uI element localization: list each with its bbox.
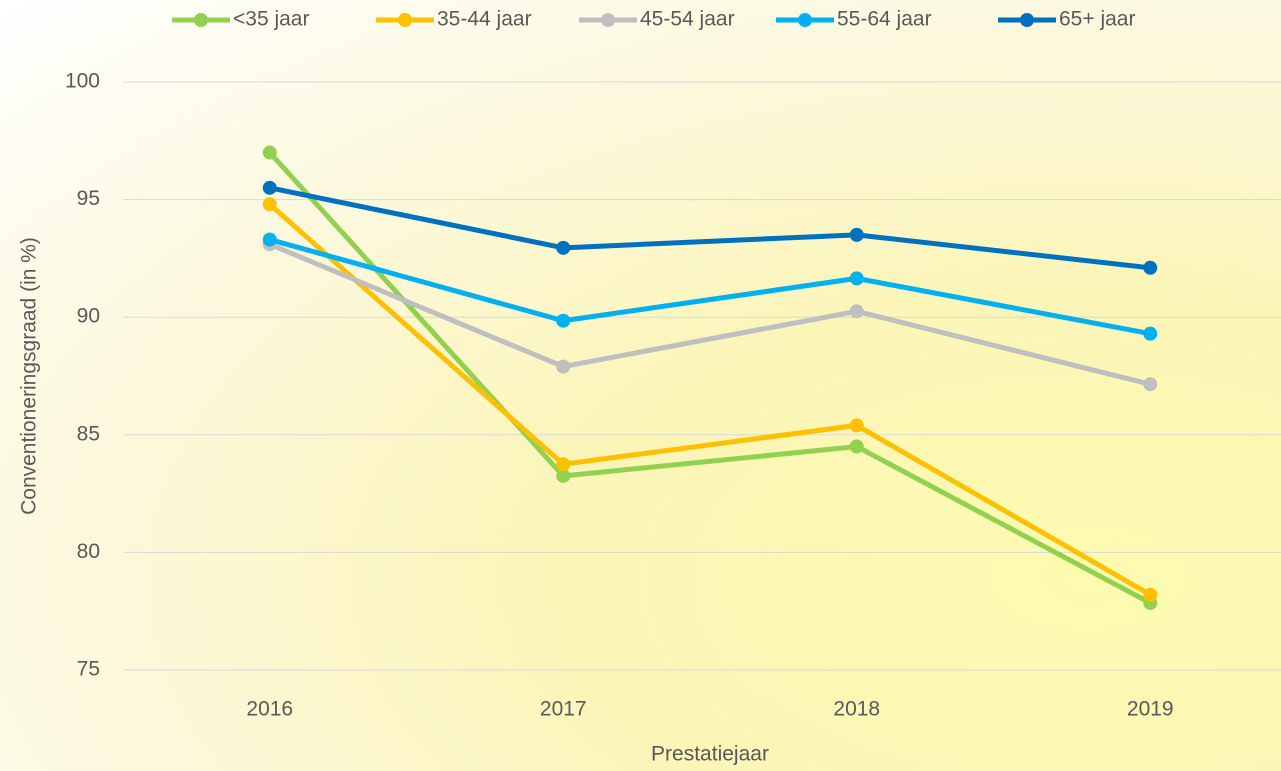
y-tick-label: 100 <box>65 70 100 93</box>
series-line <box>268 202 1152 597</box>
series-line <box>269 185 1151 271</box>
data-point <box>1143 260 1158 275</box>
data-point <box>556 457 571 472</box>
y-tick-label: 80 <box>77 540 100 563</box>
series-line <box>269 237 1151 337</box>
y-tick-label: 75 <box>77 658 100 681</box>
data-point <box>1143 326 1158 341</box>
y-axis-title: Conventioneringsgraad (in %) <box>18 237 41 515</box>
x-tick-label: 2018 <box>833 698 880 721</box>
data-point <box>849 304 864 319</box>
data-point <box>849 227 864 242</box>
legend-label: <35 jaar <box>233 8 309 31</box>
data-point <box>262 180 277 195</box>
data-point <box>262 145 277 160</box>
legend-marker <box>194 13 208 27</box>
legend-label: 35-44 jaar <box>437 8 532 31</box>
y-tick-label: 85 <box>77 422 100 445</box>
legend-marker <box>798 13 812 27</box>
data-point <box>556 313 571 328</box>
legend-marker <box>398 13 412 27</box>
data-point <box>1143 587 1158 602</box>
data-point <box>556 359 571 374</box>
data-point <box>262 232 277 247</box>
legend-label: 55-64 jaar <box>837 8 932 31</box>
data-point <box>1143 377 1158 392</box>
y-tick-label: 95 <box>77 187 100 210</box>
data-point <box>556 240 571 255</box>
series-line <box>267 150 1152 606</box>
legend-label: 45-54 jaar <box>640 8 735 31</box>
data-point <box>262 197 277 212</box>
data-point <box>849 439 864 454</box>
data-point <box>849 271 864 286</box>
x-axis-title: Prestatiejaar <box>651 743 769 766</box>
series-line <box>268 241 1151 387</box>
x-tick-label: 2016 <box>246 698 293 721</box>
y-tick-label: 90 <box>77 305 100 328</box>
x-tick-label: 2017 <box>540 698 587 721</box>
legend-marker <box>601 13 615 27</box>
legend-marker <box>1020 13 1034 27</box>
data-point <box>556 468 571 483</box>
x-tick-label: 2019 <box>1127 698 1174 721</box>
legend-label: 65+ jaar <box>1059 8 1135 31</box>
data-point <box>849 418 864 433</box>
